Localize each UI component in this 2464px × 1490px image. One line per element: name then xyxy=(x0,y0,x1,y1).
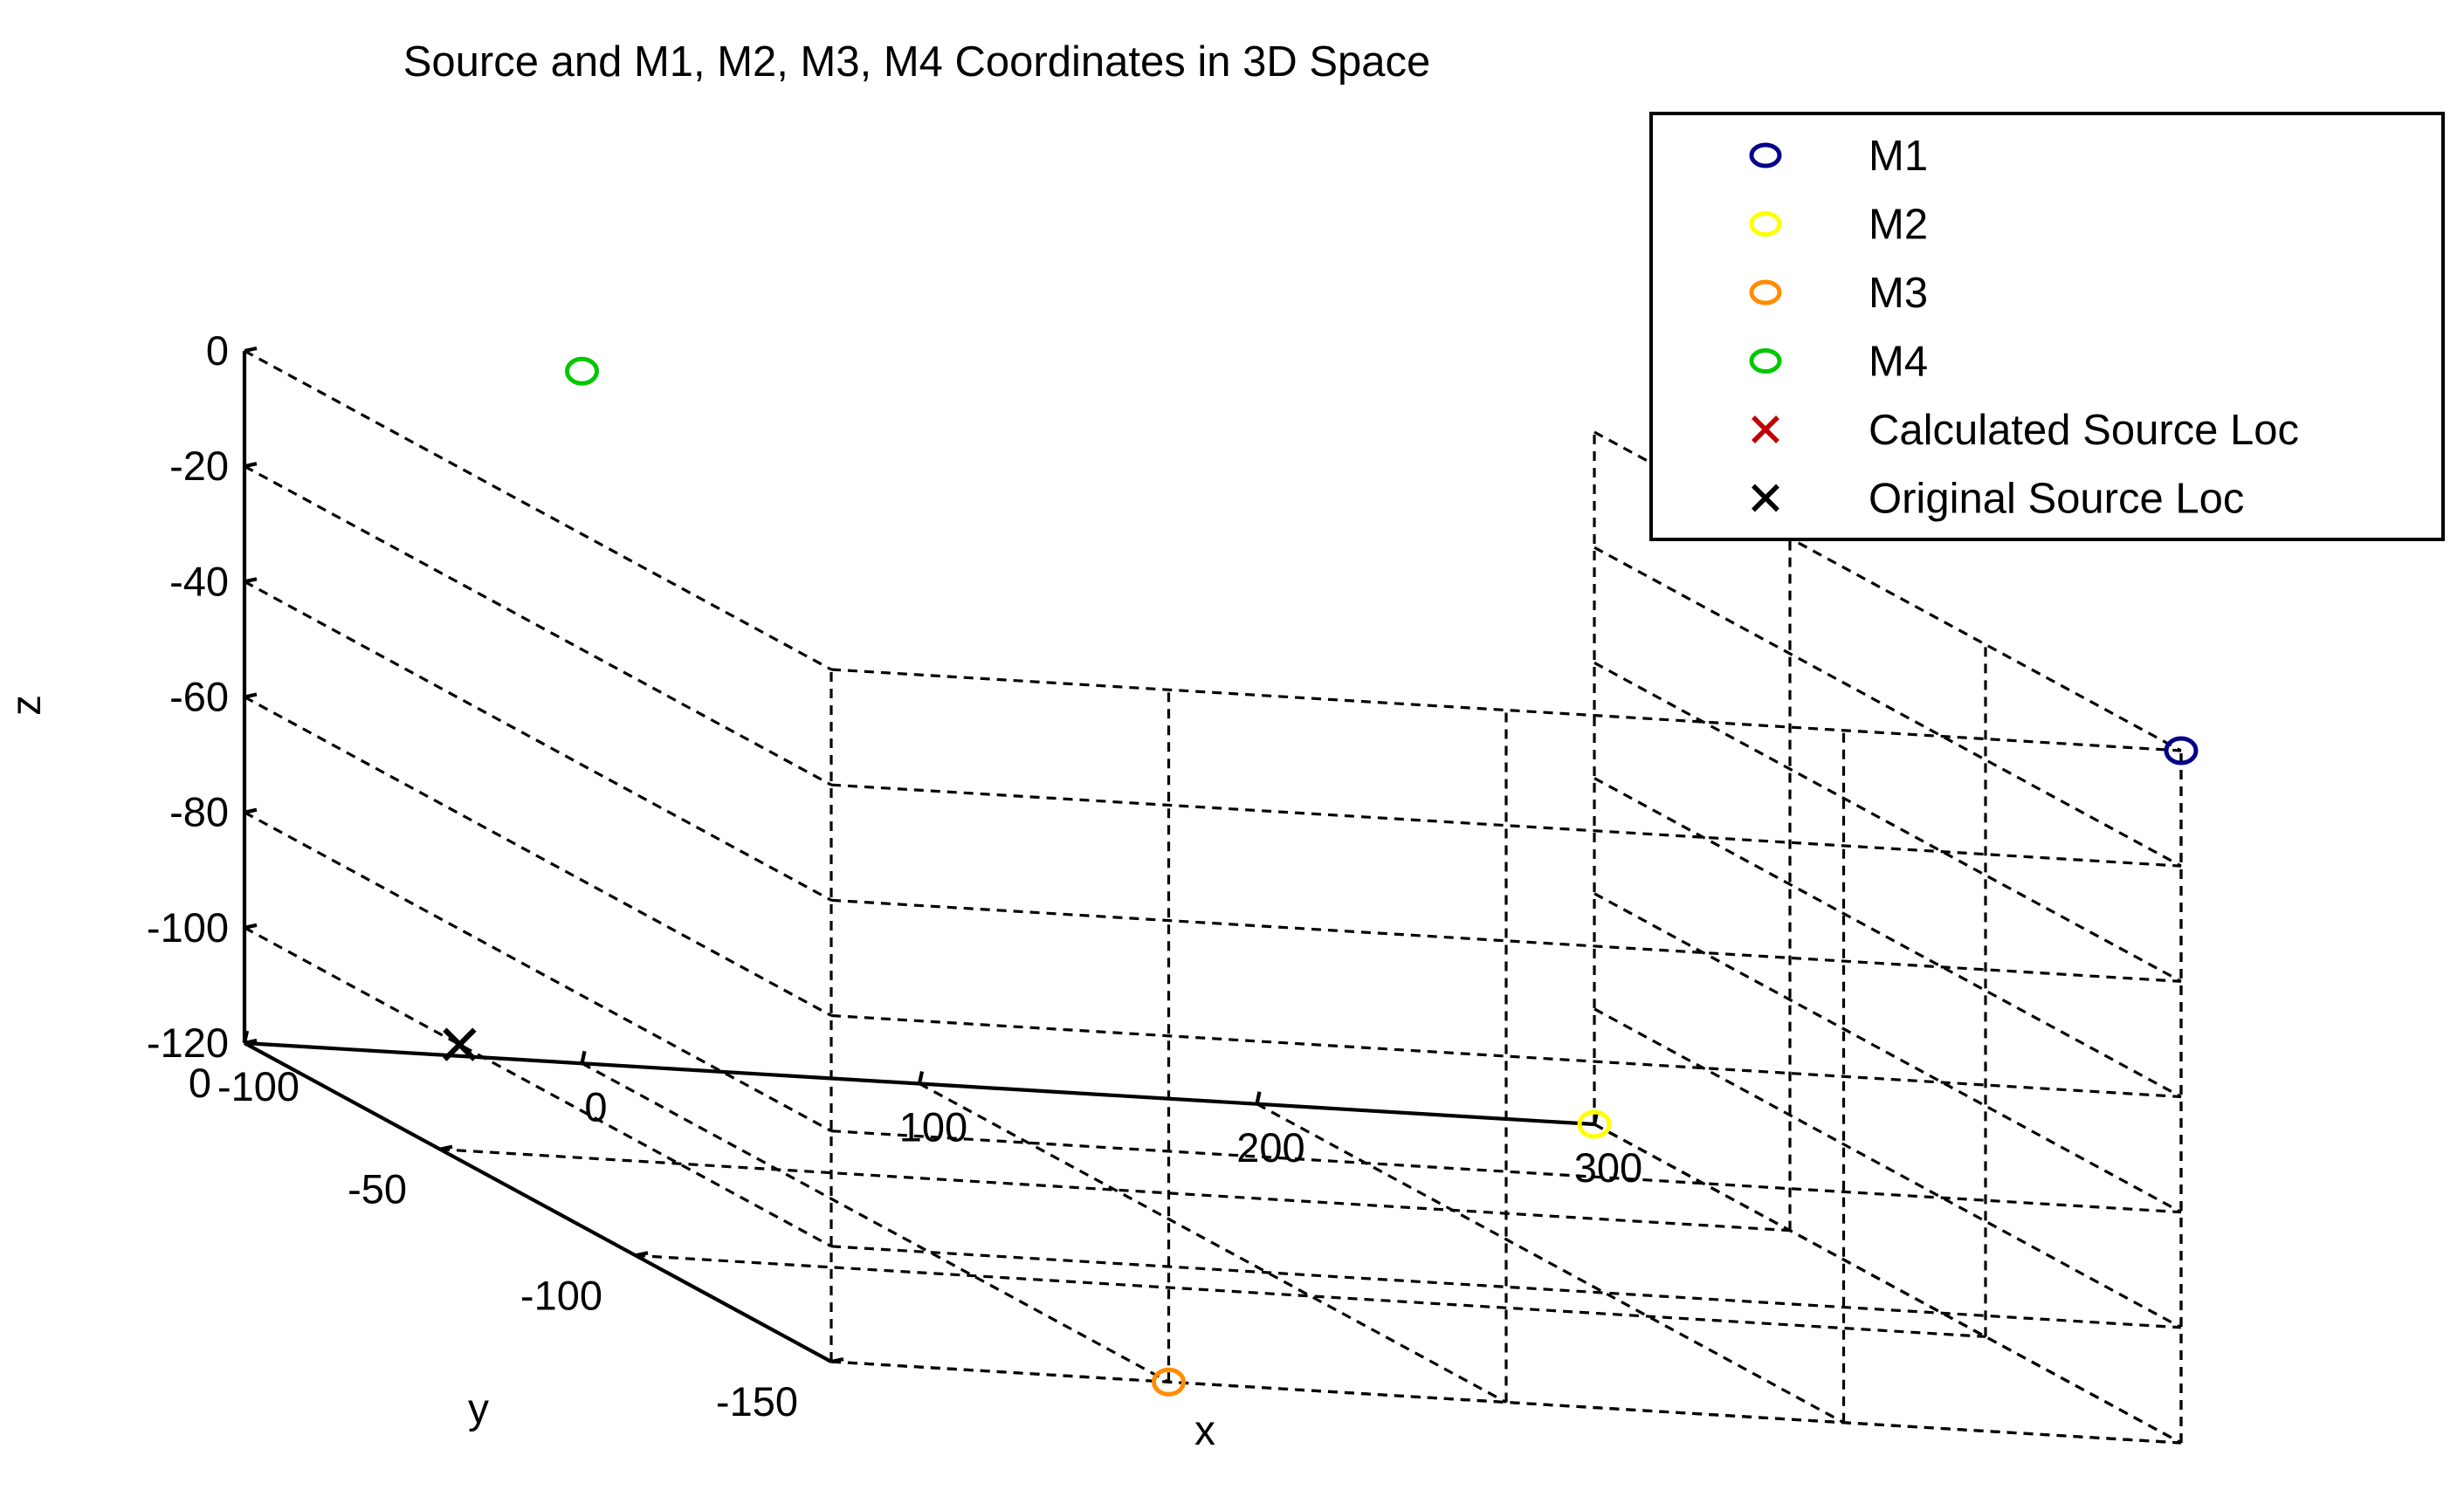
z-tick-mark xyxy=(244,807,258,814)
z-axis-label: z xyxy=(3,695,50,716)
z-tick-mark xyxy=(244,923,258,930)
x-tick-label: 200 xyxy=(1236,1124,1304,1171)
z-tick-label: -60 xyxy=(169,674,229,720)
y-axis-line xyxy=(243,1041,833,1363)
z-tick-mark xyxy=(244,577,258,584)
legend: M1 M2 M3 M4 Calculated Source Loc Original So… xyxy=(1649,112,2445,541)
x-tick-mark xyxy=(917,1071,925,1084)
grid-line xyxy=(1593,1123,2182,1445)
grid-line xyxy=(581,1061,1170,1384)
legend-m3-marker xyxy=(1749,279,1782,306)
grid-line xyxy=(1593,430,2182,752)
legend-original-source-loc-label: Original Source Loc xyxy=(1869,476,2244,523)
y-tick-label: -100 xyxy=(520,1272,602,1318)
z-tick-label: -40 xyxy=(169,558,229,604)
grid-line xyxy=(244,926,832,1248)
grid-line xyxy=(1593,892,2182,1214)
z-tick-label: -80 xyxy=(169,789,229,835)
z-tick-mark xyxy=(244,346,258,354)
legend-calculated-source-loc-marker xyxy=(1752,415,1779,443)
legend-m1: M1 xyxy=(1749,133,1928,180)
x-tick-label: -100 xyxy=(217,1063,299,1109)
x-tick-label: 300 xyxy=(1574,1144,1642,1191)
x-tick-mark xyxy=(1255,1091,1262,1105)
y-tick-label: -150 xyxy=(716,1378,798,1425)
x-tick-label: 100 xyxy=(899,1104,967,1150)
legend-m4-marker xyxy=(1749,348,1782,374)
grid-line xyxy=(244,580,832,902)
y-axis-label: y xyxy=(468,1386,489,1432)
grid-line xyxy=(1593,546,2182,868)
y-tick-label: -50 xyxy=(348,1166,407,1212)
legend-original-source-loc: Original Source Loc xyxy=(1752,476,2244,523)
legend-m2-marker xyxy=(1749,211,1782,237)
y-tick-mark xyxy=(830,1356,844,1364)
legend-m3-label: M3 xyxy=(1869,270,1928,317)
legend-calculated-source-loc: Calculated Source Loc xyxy=(1752,407,2299,454)
legend-m4: M4 xyxy=(1749,339,1928,386)
data-point-m1 xyxy=(2164,736,2199,766)
grid-line xyxy=(244,464,832,786)
grid-line xyxy=(1256,1102,1845,1425)
grid-line xyxy=(244,811,832,1133)
grid-line xyxy=(1593,1007,2182,1329)
y-tick-mark xyxy=(439,1144,453,1151)
legend-original-source-loc-marker xyxy=(1752,484,1779,512)
legend-m4-label: M4 xyxy=(1869,339,1928,386)
z-tick-label: -100 xyxy=(147,904,229,951)
legend-items: M1 M2 M3 M4 Calculated Source Loc Original So… xyxy=(1749,133,2299,523)
grid-line xyxy=(244,349,832,671)
legend-m2-label: M2 xyxy=(1869,202,1928,249)
grid-line xyxy=(919,1082,1507,1404)
z-tick-mark xyxy=(244,462,258,469)
legend-m2: M2 xyxy=(1749,202,1928,249)
grid-line xyxy=(635,1253,1986,1338)
grid-line xyxy=(1593,777,2182,1098)
grid-line xyxy=(244,696,832,1017)
z-tick-label: -20 xyxy=(169,443,229,489)
x-tick-mark xyxy=(242,1030,250,1044)
legend-calculated-source-loc-label: Calculated Source Loc xyxy=(1869,407,2299,454)
legend-m1-marker xyxy=(1749,142,1782,168)
legend-box xyxy=(1649,112,2445,541)
y-tick-mark xyxy=(635,1251,649,1258)
chart-title: Source and M1, M2, M3, M4 Coordinates in… xyxy=(403,38,1431,86)
y-tick-label: 0 xyxy=(189,1060,211,1106)
grid-line xyxy=(1593,661,2182,983)
z-tick-label: -120 xyxy=(147,1020,229,1066)
z-tick-mark xyxy=(244,692,258,699)
x-axis-label: x xyxy=(1194,1408,1215,1454)
data-point-m4 xyxy=(565,356,599,386)
data-point-m2 xyxy=(1577,1109,1612,1139)
y-tick-mark xyxy=(244,1038,258,1046)
legend-m1-label: M1 xyxy=(1869,133,1928,180)
z-tick-label: 0 xyxy=(206,327,229,374)
data-point-original-source-loc xyxy=(443,1027,477,1061)
legend-m3: M3 xyxy=(1749,270,1928,317)
points-layer xyxy=(443,356,2199,1397)
x-tick-label: 0 xyxy=(584,1083,607,1130)
ticks-layer: 0-20-40-60-80-100-120-100 0 100 200 3000-50-… xyxy=(147,327,1642,1425)
x-tick-mark xyxy=(580,1050,587,1064)
axes-layer xyxy=(242,351,1595,1363)
data-point-m3 xyxy=(1152,1367,1186,1397)
